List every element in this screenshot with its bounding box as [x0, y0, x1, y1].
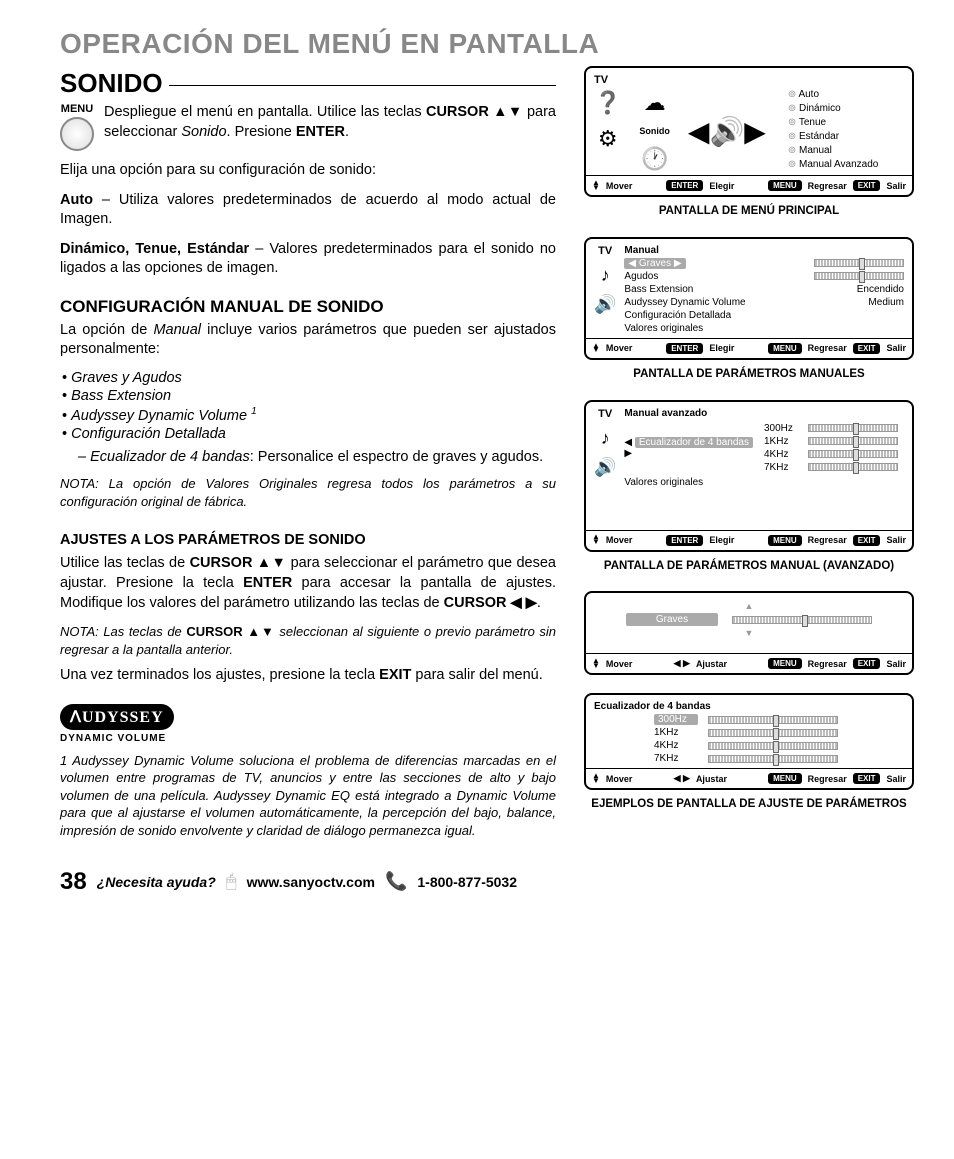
s3-footer: ▲▼Mover ENTERElegir MENURegresar EXITSal…	[586, 530, 912, 550]
manual-note: NOTA: La opción de Valores Originales re…	[60, 475, 556, 510]
s1-options: Auto Dinámico Tenue Estándar Manual Manual Av…	[788, 86, 879, 173]
s4-footer: ▲▼Mover ◀ ▶Ajustar MENURegresar EXITSali…	[586, 653, 912, 673]
s5-band: 300Hz	[654, 714, 904, 725]
manual-heading: CONFIGURACIÓN MANUAL DE SONIDO	[60, 297, 556, 317]
section-title-sonido: SONIDO	[60, 68, 556, 99]
s2-tv: TV	[598, 245, 612, 257]
s1-option: Manual Avanzado	[788, 159, 879, 170]
s1-option: Tenue	[788, 117, 879, 128]
bullet-config-det: Configuración Detallada	[62, 426, 556, 442]
audyssey-sub: DYNAMIC VOLUME	[60, 733, 556, 744]
s5-band: 7KHz	[654, 753, 904, 764]
auto-desc: – Utiliza valores predeterminados de acu…	[60, 192, 556, 228]
menu-button-graphic: MENU	[60, 103, 94, 151]
note-icon: ♪	[601, 265, 610, 286]
adjust-p2: Una vez terminados los ajustes, presione…	[60, 666, 556, 686]
s3-band: 4KHz	[764, 449, 904, 460]
s3-row2: Valores originales	[624, 477, 904, 488]
s2-caption: PANTALLA DE PARÁMETROS MANUALES	[584, 368, 914, 382]
s3-title: Manual avanzado	[624, 408, 904, 419]
s2-title: Manual	[624, 245, 904, 256]
s5-caption: EJEMPLOS DE PANTALLA DE AJUSTE DE PARÁME…	[584, 798, 914, 812]
auto-text: Auto – Utiliza valores predeterminados d…	[60, 191, 556, 230]
question-icon: ❓	[594, 90, 621, 116]
s3-tv: TV	[598, 408, 612, 420]
manual-lead: La opción de Manual incluye varios parám…	[60, 321, 556, 360]
s5-band: 1KHz	[654, 727, 904, 738]
clock-icon: 🕐	[641, 146, 668, 172]
speaker3-icon: 🔊	[594, 457, 616, 478]
s5-footer: ▲▼Mover ◀ ▶Ajustar MENURegresar EXITSali…	[586, 768, 912, 788]
page-number: 38	[60, 868, 87, 896]
section-title-text: SONIDO	[60, 68, 163, 99]
s5-band: 4KHz	[654, 740, 904, 751]
s1-caption: PANTALLA DE MENÚ PRINCIPAL	[584, 205, 914, 219]
manual-bullets: Graves y Agudos Bass Extension Audyssey …	[62, 370, 556, 442]
title-rule	[169, 85, 556, 86]
audyssey-footnote: 1 Audyssey Dynamic Volume soluciona el p…	[60, 752, 556, 840]
s2-row: Configuración Detallada	[624, 310, 904, 321]
s2-row: Agudos	[624, 271, 904, 282]
s1-option: Estándar	[788, 131, 879, 142]
menu-circle-icon	[60, 117, 94, 151]
speaker-icon: ◀🔊▶	[688, 115, 766, 148]
presets-text: Dinámico, Tenue, Estándar – Valores pred…	[60, 240, 556, 279]
s2-row: Bass ExtensionEncendido	[624, 284, 904, 295]
s3-hl: Ecualizador de 4 bandas	[635, 437, 753, 448]
menu-label: MENU	[60, 103, 94, 115]
screen-manual: TV ♪ 🔊 Manual ◀ Graves ▶ Agudos Bass Exten…	[584, 237, 914, 360]
speaker2-icon: 🔊	[594, 294, 616, 315]
s4-title: Graves	[626, 613, 718, 626]
phone-number: 1-800-877-5032	[417, 874, 517, 890]
s1-sonido-label: Sonido	[639, 126, 670, 136]
cloud-icon: ☁	[644, 90, 666, 116]
s3-band: 300Hz	[764, 423, 904, 434]
choose-text: Elija una opción para su configuración d…	[60, 161, 556, 181]
phone-icon: 📞	[385, 871, 407, 892]
left-column: SONIDO MENU Despliegue el menú en pantal…	[60, 66, 556, 840]
s1-option: Auto	[788, 89, 879, 100]
note2-icon: ♪	[601, 428, 610, 449]
intro-text: Despliegue el menú en pantalla. Utilice …	[104, 103, 556, 142]
s3-caption: PANTALLA DE PARÁMETROS MANUAL (AVANZADO)	[584, 560, 914, 574]
adjust-heading: AJUSTES A LOS PARÁMETROS DE SONIDO	[60, 532, 556, 548]
audyssey-badge: ᐱUDYSSEY	[60, 704, 174, 730]
mouse-icon: 🖱	[226, 871, 237, 892]
page-main-title: OPERACIÓN DEL MENÚ EN PANTALLA	[60, 28, 914, 60]
s1-option: Manual	[788, 145, 879, 156]
help-question: ¿Necesita ayuda?	[97, 874, 216, 890]
screen-graves-adjust: ▲ Graves ▼ ▲▼Mover ◀ ▶Ajustar MENURegres…	[584, 591, 914, 675]
screen-eq-adjust: Ecualizador de 4 bandas 300Hz 1KHz 4KHz 7KH…	[584, 693, 914, 790]
bullet-bass-ext: Bass Extension	[62, 388, 556, 404]
right-column: TV ❓ ⚙ ☁ Sonido 🕐 ◀🔊▶	[584, 66, 914, 840]
s2-footer: ▲▼Mover ENTERElegir MENURegresar EXITSal…	[586, 338, 912, 358]
website: www.sanyoctv.com	[247, 874, 375, 890]
s1-footer: ▲▼Mover ENTERElegir MENURegresar EXITSal…	[586, 175, 912, 195]
bullet-audyssey: Audyssey Dynamic Volume 1	[62, 406, 556, 424]
s1-tv: TV	[594, 74, 904, 86]
bullet-graves: Graves y Agudos	[62, 370, 556, 386]
s3-band: 1KHz	[764, 436, 904, 447]
adjust-p1: Utilice las teclas de CURSOR ▲▼ para sel…	[60, 554, 556, 613]
presets-label: Dinámico, Tenue, Estándar	[60, 241, 249, 257]
page-footer: 38 ¿Necesita ayuda? 🖱 www.sanyoctv.com 📞…	[60, 868, 914, 896]
s5-title: Ecualizador de 4 bandas	[594, 701, 904, 712]
eq4-sub: – Ecualizador de 4 bandas: Personalice e…	[78, 448, 556, 468]
s2-row: Audyssey Dynamic VolumeMedium	[624, 297, 904, 308]
s3-band: 7KHz	[764, 462, 904, 473]
s1-option: Dinámico	[788, 103, 879, 114]
adjust-note: NOTA: Las teclas de CURSOR ▲▼ selecciona…	[60, 623, 556, 658]
screen-manual-advanced: TV ♪ 🔊 Manual avanzado ◀ Ecualizador de …	[584, 400, 914, 552]
gear-icon: ⚙	[598, 126, 618, 152]
s2-row: Valores originales	[624, 323, 904, 334]
screen-main-menu: TV ❓ ⚙ ☁ Sonido 🕐 ◀🔊▶	[584, 66, 914, 197]
auto-label: Auto	[60, 192, 93, 208]
s2-row: ◀ Graves ▶	[624, 258, 904, 269]
